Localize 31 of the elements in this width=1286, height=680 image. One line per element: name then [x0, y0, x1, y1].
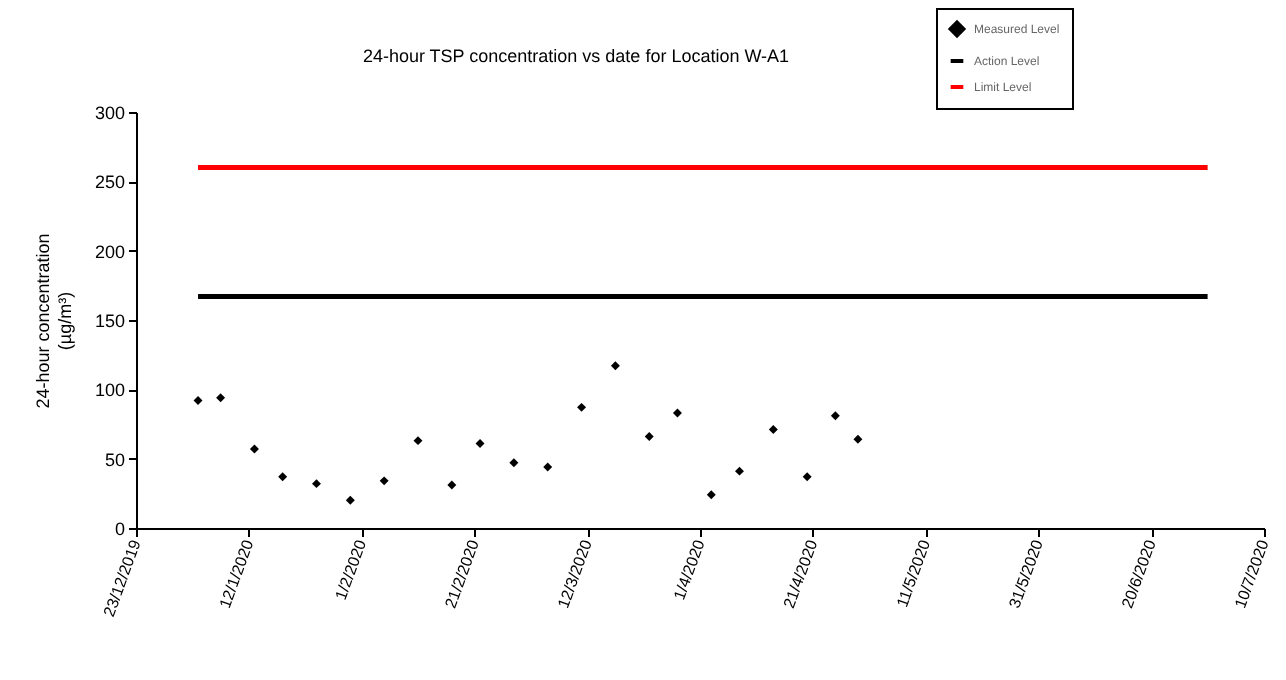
- y-tick-label: 100: [94, 380, 125, 401]
- point: [672, 408, 682, 418]
- point: [610, 361, 620, 371]
- point: [830, 411, 840, 421]
- point: [379, 476, 389, 486]
- point: [475, 438, 485, 448]
- y-tick-label: 50: [104, 449, 125, 470]
- point: [768, 425, 778, 435]
- y-tick-label: 300: [94, 103, 125, 123]
- point: [249, 444, 259, 454]
- y-tick-label: 150: [94, 311, 125, 331]
- point: [802, 472, 812, 482]
- y-tick-label: 200: [94, 241, 125, 262]
- chart-title: 24-hour TSP concentration vs date for Location W-A1: [362, 46, 790, 66]
- y-tick-label: 0: [114, 519, 125, 539]
- point: [706, 490, 716, 500]
- point: [735, 466, 744, 476]
- point: [193, 395, 203, 405]
- point: [644, 432, 654, 441]
- point: [216, 393, 226, 403]
- point: [278, 472, 288, 482]
- point: [543, 462, 553, 472]
- y-tick-label: 250: [94, 172, 125, 193]
- point: [853, 434, 863, 444]
- point: [447, 480, 457, 490]
- point: [413, 436, 423, 446]
- point: [312, 479, 321, 489]
- point: [345, 495, 355, 505]
- point: [577, 402, 587, 412]
- point: [509, 458, 519, 468]
- y-axis-title: 24-hour concentration (µg/m³): [32, 233, 75, 409]
